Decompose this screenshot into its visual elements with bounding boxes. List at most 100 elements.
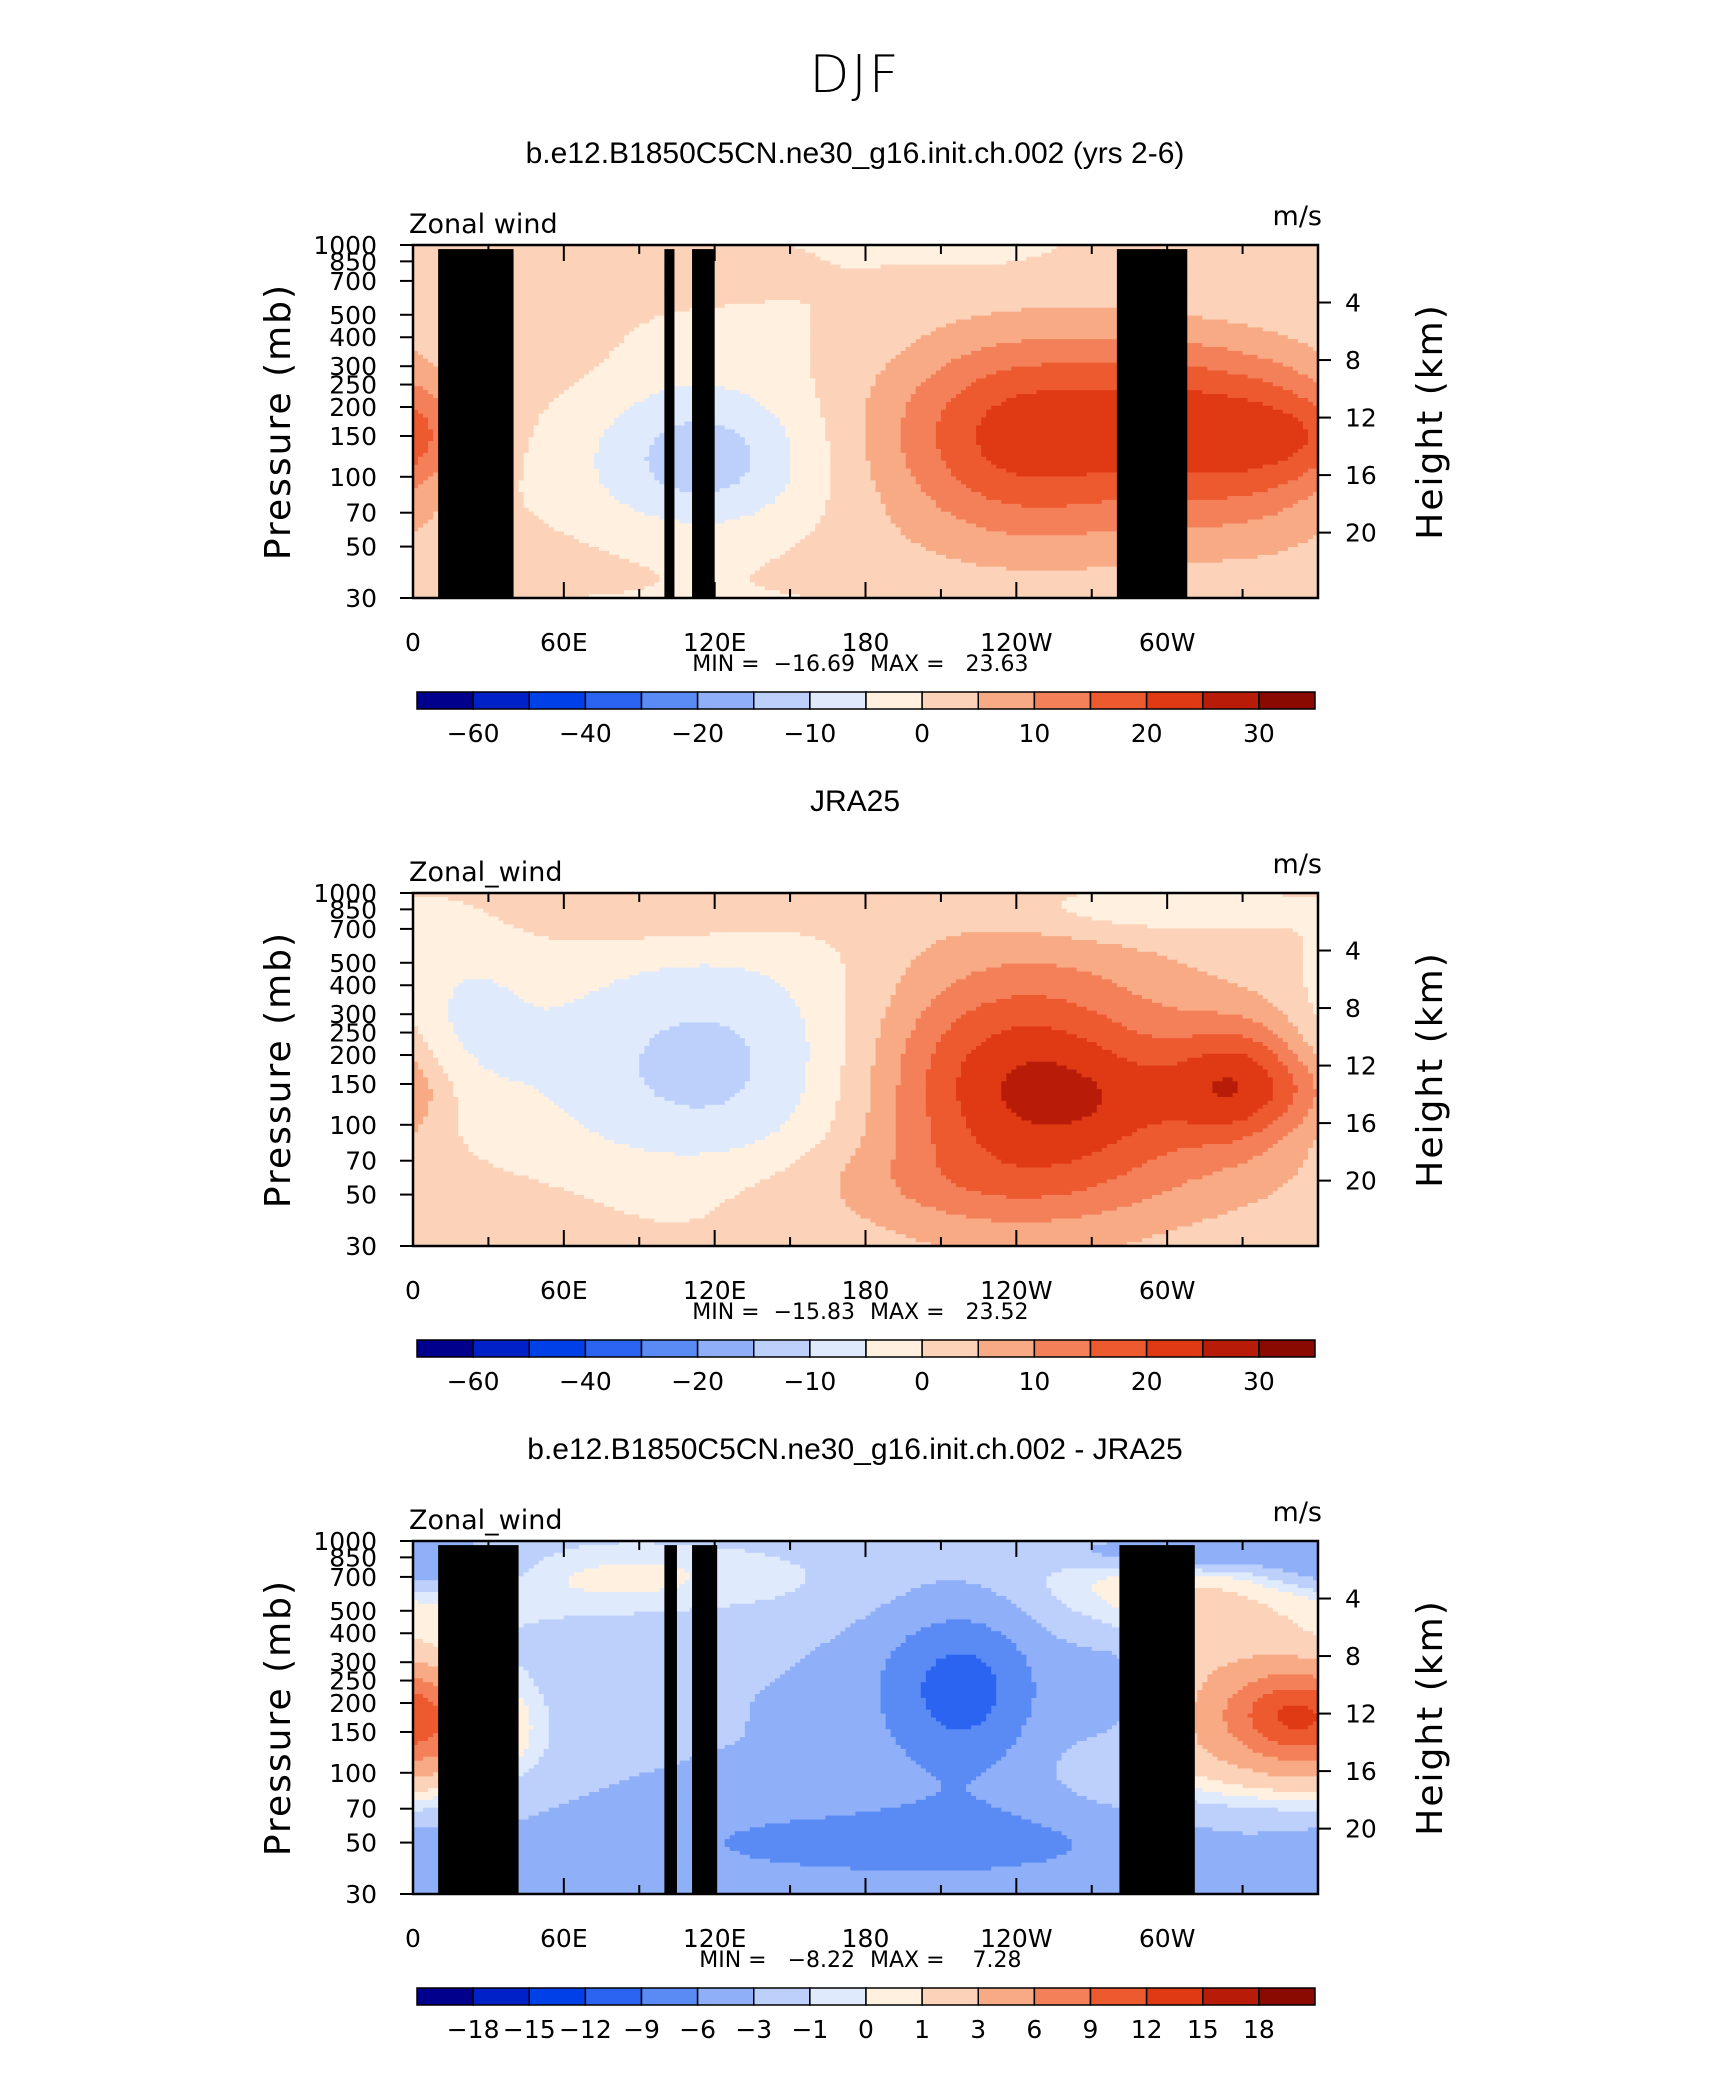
contour-cell: [518, 1658, 801, 1664]
contour-cell: [1307, 1069, 1319, 1075]
colorbar-box: [416, 1987, 474, 2006]
contour-cell: [1302, 971, 1319, 976]
contour-cell: [845, 994, 892, 1000]
contour-cell: [905, 1635, 1007, 1640]
contour-cell: [885, 1717, 937, 1723]
contour-cell: [734, 1195, 841, 1200]
colorbar-label: 0: [914, 719, 930, 748]
contour-cell: [699, 1151, 806, 1157]
contour-cell: [880, 1690, 922, 1695]
contour-cell: [930, 1772, 982, 1777]
contour-cell: [870, 1077, 902, 1082]
contour-cell: [413, 1065, 419, 1071]
y2-tick-label: 8: [1345, 346, 1361, 375]
contour-cell: [920, 1764, 992, 1770]
contour-cell: [930, 1623, 987, 1628]
contour-cell: [654, 315, 811, 321]
contour-cell: [724, 425, 786, 430]
contour-cell: [749, 1053, 811, 1059]
contour-cell: [533, 932, 711, 937]
contour-cell: [1267, 1069, 1289, 1075]
contour-cell: [895, 1108, 927, 1114]
contour-cell: [1312, 1073, 1319, 1078]
contour-cell: [1026, 1658, 1123, 1664]
contour-cell: [573, 998, 796, 1004]
contour-cell: [1202, 315, 1319, 321]
contour-cell: [769, 1132, 826, 1137]
contour-cell: [1307, 1112, 1319, 1118]
contour-cell: [418, 350, 610, 356]
contour-cell: [1001, 1631, 1053, 1636]
contour-cell: [1091, 1077, 1224, 1082]
contour-cell: [604, 433, 660, 438]
contour-cell: [629, 1144, 746, 1149]
contour-cell: [1031, 1666, 1128, 1672]
contour-cell: [503, 1167, 786, 1173]
y2-axis-title: Height (km): [1410, 951, 1451, 1187]
contour-cell: [1257, 1599, 1319, 1605]
contour-cell: [905, 535, 1314, 540]
contour-cell: [513, 1764, 535, 1770]
contour-cell: [1066, 1639, 1143, 1644]
contour-cell: [1182, 1642, 1319, 1648]
contour-cell: [1212, 1085, 1239, 1090]
contour-cell: [1152, 1234, 1319, 1239]
contour-cell: [764, 405, 821, 411]
contour-cell: [890, 994, 937, 1000]
contour-cell: [945, 401, 1002, 407]
contour-cell: [1262, 327, 1319, 332]
contour-cell: [925, 1073, 962, 1078]
contour-cell: [795, 1588, 912, 1593]
contour-cell: [1001, 1085, 1098, 1090]
colorbar-box: [528, 691, 587, 710]
contour-cell: [528, 1721, 550, 1726]
contour-cell: [1297, 1053, 1319, 1059]
contour-cell: [1227, 1721, 1254, 1726]
contour-cell: [413, 554, 620, 560]
contour-cell: [413, 1642, 434, 1648]
contour-cell: [413, 1737, 429, 1742]
contour-cell: [1086, 566, 1319, 572]
contour-cell: [920, 1010, 967, 1016]
contour-cell: [413, 1682, 434, 1687]
contour-cell: [513, 1729, 530, 1734]
contour-cell: [1101, 1089, 1214, 1094]
contour-cell: [523, 1666, 791, 1672]
contour-cell: [578, 1795, 927, 1801]
colorbar-box: [977, 691, 1036, 710]
contour-cell: [1192, 1709, 1224, 1715]
contour-cell: [413, 527, 419, 532]
contour-cell: [900, 445, 937, 450]
contour-cell: [840, 1171, 892, 1176]
colorbar-box: [1033, 1339, 1092, 1358]
contour-cell: [1277, 1588, 1314, 1593]
contour-cell: [1071, 1744, 1138, 1750]
contour-cell: [1312, 1100, 1319, 1106]
contour-cell: [568, 1112, 791, 1118]
contour-cell: [810, 1049, 846, 1055]
contour-cell: [413, 1042, 429, 1047]
units-label: m/s: [1273, 201, 1322, 232]
contour-cell: [805, 1572, 1053, 1577]
contour-cell: [935, 1792, 972, 1797]
contour-cell: [1312, 1010, 1319, 1016]
contour-cell: [1096, 940, 1304, 945]
contour-cell: [810, 1057, 846, 1063]
y-tick-label: 70: [345, 1147, 377, 1176]
contour-cell: [845, 1061, 877, 1067]
contour-cell: [1227, 979, 1304, 984]
contour-cell: [1131, 562, 1319, 568]
contour-cell: [1257, 1108, 1289, 1114]
contour-cell: [815, 386, 872, 391]
contour-cell: [971, 1725, 1022, 1730]
contour-cell: [790, 1560, 1193, 1566]
contour-cell: [870, 1073, 902, 1078]
contour-cell: [769, 1175, 841, 1180]
contour-cell: [825, 499, 882, 505]
contour-cell: [865, 448, 902, 454]
contour-cell: [413, 1611, 449, 1617]
contour-cell: [830, 464, 872, 470]
contour-cell: [1066, 1784, 1143, 1789]
contour-cell: [855, 1151, 897, 1157]
contour-cell: [800, 1006, 846, 1012]
